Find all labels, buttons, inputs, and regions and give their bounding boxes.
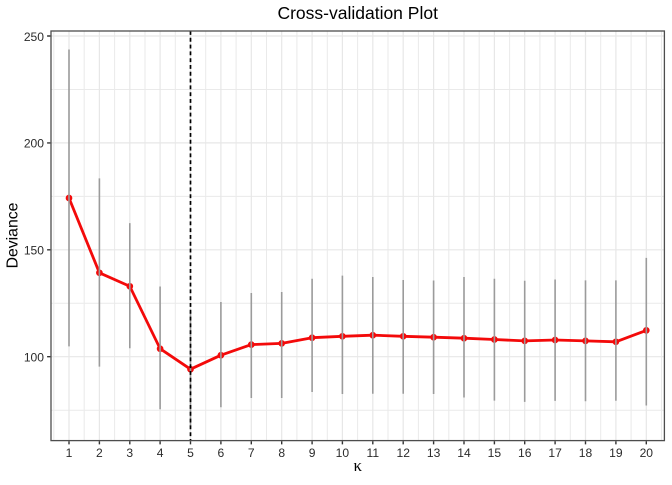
svg-text:10: 10 xyxy=(336,446,350,460)
svg-text:250: 250 xyxy=(24,30,44,44)
svg-text:11: 11 xyxy=(367,446,380,460)
svg-text:19: 19 xyxy=(609,446,623,460)
svg-text:Deviance: Deviance xyxy=(5,202,22,268)
svg-text:κ: κ xyxy=(353,456,362,475)
svg-text:12: 12 xyxy=(396,446,410,460)
svg-text:7: 7 xyxy=(248,446,255,460)
svg-text:8: 8 xyxy=(278,446,285,460)
svg-text:4: 4 xyxy=(157,446,164,460)
svg-text:6: 6 xyxy=(218,446,225,460)
svg-text:2: 2 xyxy=(96,446,103,460)
svg-text:15: 15 xyxy=(488,446,502,460)
svg-text:20: 20 xyxy=(640,446,654,460)
svg-text:150: 150 xyxy=(24,244,44,258)
svg-text:200: 200 xyxy=(24,137,44,151)
svg-text:16: 16 xyxy=(518,446,532,460)
svg-text:17: 17 xyxy=(548,446,562,460)
svg-text:18: 18 xyxy=(579,446,593,460)
svg-text:1: 1 xyxy=(66,446,73,460)
svg-text:100: 100 xyxy=(24,351,44,365)
svg-text:3: 3 xyxy=(126,446,133,460)
svg-text:14: 14 xyxy=(457,446,471,460)
svg-text:9: 9 xyxy=(309,446,316,460)
svg-text:13: 13 xyxy=(427,446,441,460)
svg-text:Cross-validation Plot: Cross-validation Plot xyxy=(277,3,438,23)
svg-text:5: 5 xyxy=(187,446,194,460)
